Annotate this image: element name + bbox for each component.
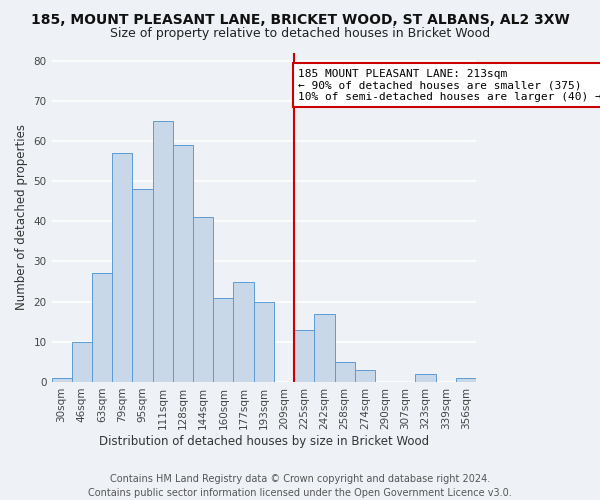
Bar [415, 374, 436, 382]
Bar [294, 330, 314, 382]
Bar [355, 370, 375, 382]
Bar [152, 121, 173, 382]
Text: 185 MOUNT PLEASANT LANE: 213sqm
← 90% of detached houses are smaller (375)
10% o: 185 MOUNT PLEASANT LANE: 213sqm ← 90% of… [298, 68, 600, 102]
Bar [233, 282, 254, 382]
Bar [133, 189, 152, 382]
Bar [456, 378, 476, 382]
X-axis label: Distribution of detached houses by size in Bricket Wood: Distribution of detached houses by size … [99, 434, 429, 448]
Bar [173, 145, 193, 382]
Bar [254, 302, 274, 382]
Text: 185, MOUNT PLEASANT LANE, BRICKET WOOD, ST ALBANS, AL2 3XW: 185, MOUNT PLEASANT LANE, BRICKET WOOD, … [31, 12, 569, 26]
Bar [112, 153, 133, 382]
Bar [213, 298, 233, 382]
Y-axis label: Number of detached properties: Number of detached properties [15, 124, 28, 310]
Bar [335, 362, 355, 382]
Bar [72, 342, 92, 382]
Bar [314, 314, 335, 382]
Bar [52, 378, 72, 382]
Text: Size of property relative to detached houses in Bricket Wood: Size of property relative to detached ho… [110, 28, 490, 40]
Bar [193, 217, 213, 382]
Text: Contains HM Land Registry data © Crown copyright and database right 2024.
Contai: Contains HM Land Registry data © Crown c… [88, 474, 512, 498]
Bar [92, 274, 112, 382]
